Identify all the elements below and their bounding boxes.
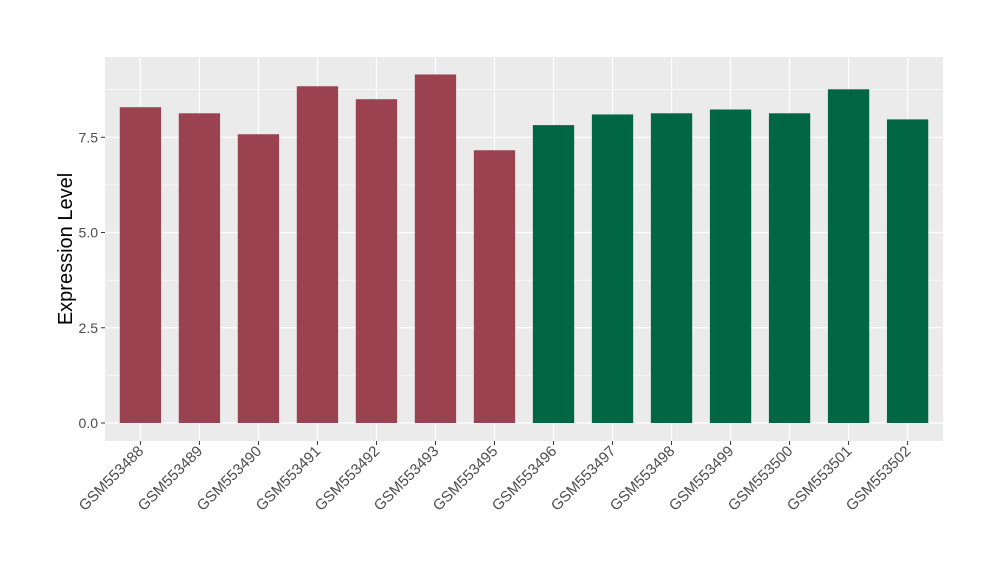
bar-GSM553491 bbox=[296, 86, 339, 423]
bar-GSM553497 bbox=[591, 114, 634, 423]
plot-panel bbox=[105, 57, 943, 441]
bar-GSM553499 bbox=[709, 109, 752, 423]
y-tick-label: 5.0 bbox=[79, 225, 99, 241]
bar-GSM553490 bbox=[237, 134, 280, 423]
y-tick-label: 0.0 bbox=[79, 415, 99, 431]
x-axis: GSM553488GSM553489GSM553490GSM553491GSM5… bbox=[76, 441, 914, 514]
bar-GSM553496 bbox=[532, 125, 575, 423]
bar-GSM553492 bbox=[355, 99, 398, 423]
bar-GSM553493 bbox=[414, 74, 457, 424]
bar-GSM553500 bbox=[768, 113, 811, 423]
y-axis: 0.0 2.5 5.0 7.5 bbox=[79, 129, 105, 431]
y-axis-label: Expression Level bbox=[55, 173, 77, 325]
bar-GSM553501 bbox=[827, 89, 870, 423]
bar-GSM553488 bbox=[119, 107, 162, 423]
bar-GSM553495 bbox=[473, 150, 516, 423]
bar-GSM553498 bbox=[650, 113, 693, 423]
bars bbox=[119, 74, 929, 424]
bar-GSM553502 bbox=[886, 119, 929, 424]
y-tick-label: 2.5 bbox=[79, 320, 99, 336]
y-tick-label: 7.5 bbox=[79, 129, 99, 145]
bar-GSM553489 bbox=[178, 113, 221, 423]
